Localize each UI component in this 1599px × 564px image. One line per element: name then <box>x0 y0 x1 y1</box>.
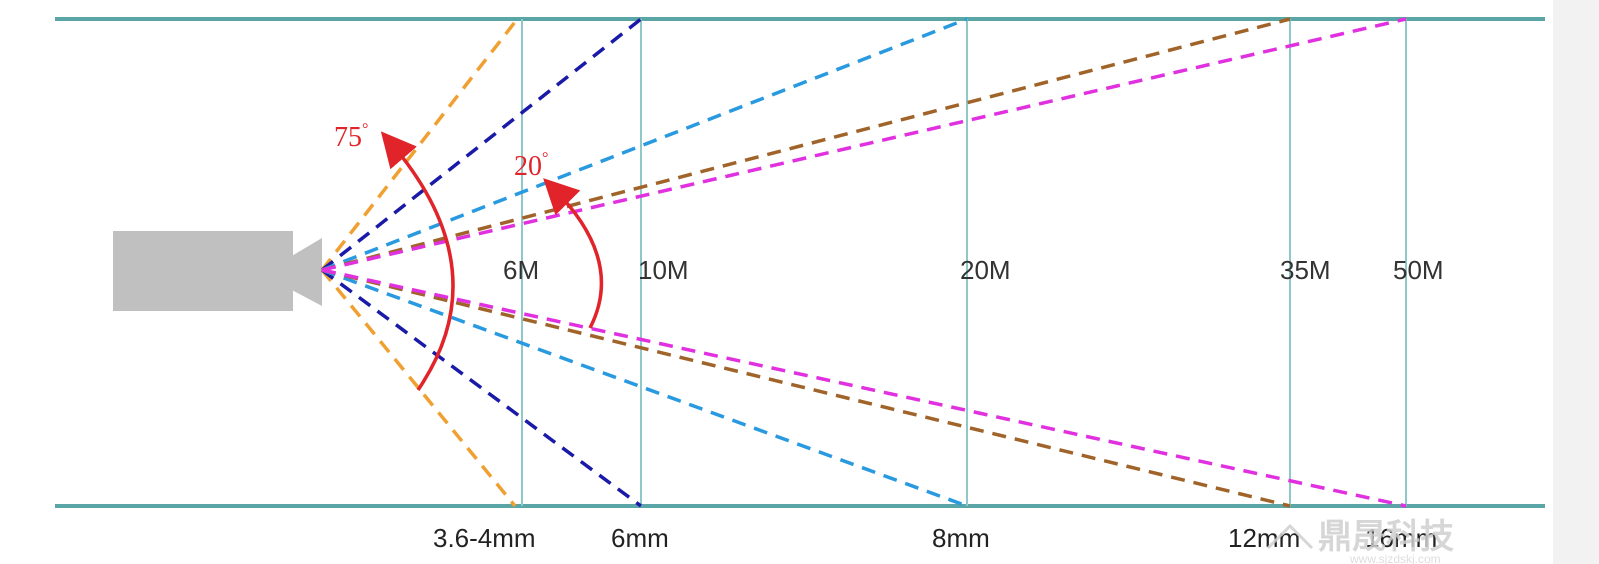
angle-label-75: 75° <box>334 121 368 153</box>
fov-12mm-top <box>321 17 1291 272</box>
distance-label-50m: 50M <box>1393 255 1444 285</box>
camera-icon <box>113 231 322 311</box>
lens-label-3.6-4mm: 3.6-4mm <box>433 523 536 553</box>
watermark-mark-icon <box>1266 523 1314 550</box>
fov-16mm-bottom <box>321 268 1407 508</box>
page-gutter <box>1553 0 1599 564</box>
fov-8mm-top <box>321 17 968 272</box>
distance-label-6m: 6M <box>503 255 539 285</box>
fov-3.6mm-bottom <box>320 268 517 508</box>
narrow-angle-arc <box>543 178 604 329</box>
fov-3.6mm-top <box>320 20 517 272</box>
distance-label-10m: 10M <box>638 255 689 285</box>
fov-12mm-bottom <box>321 268 1291 508</box>
distance-label-35m: 35M <box>1280 255 1331 285</box>
fov-lines <box>320 17 1407 508</box>
distance-label-20m: 20M <box>960 255 1011 285</box>
fov-16mm-top <box>321 17 1407 272</box>
angle-label-20: 20° <box>514 150 548 182</box>
fov-6mm-bottom <box>320 268 643 508</box>
watermark-text: 鼎晟科技 <box>1318 518 1454 556</box>
lens-label-16mm: 16mm <box>1365 523 1437 553</box>
wide-angle-arc <box>380 131 455 391</box>
lens-label-8mm: 8mm <box>932 523 990 553</box>
watermark-subtext: www.sjzdskj.com <box>1349 552 1441 564</box>
watermark-logo: 鼎晟科技 www.sjzdskj.com <box>1266 518 1454 564</box>
lens-label-6mm: 6mm <box>611 523 669 553</box>
